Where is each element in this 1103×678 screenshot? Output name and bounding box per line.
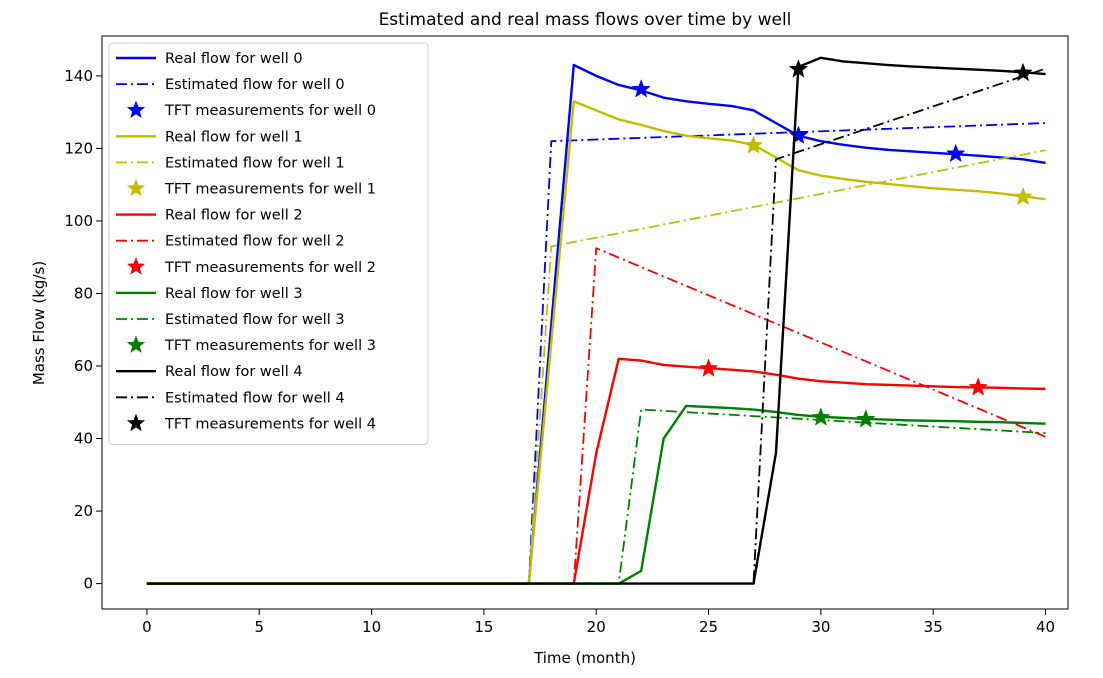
legend-marker-tft-measurements-for-well-0 [126, 100, 146, 119]
x-axis-label: Time (month) [533, 649, 636, 667]
y-axis-label: Mass Flow (kg/s) [30, 261, 48, 385]
legend-label: Real flow for well 0 [165, 51, 303, 67]
y-tick-label: 60 [74, 357, 93, 375]
y-tick-label: 80 [74, 284, 93, 302]
data-point-tft-measurements-for-well-0 [945, 143, 966, 163]
legend-label: Real flow for well 2 [165, 208, 303, 224]
y-tick-label: 0 [83, 575, 93, 593]
legend-label: TFT measurements for well 2 [164, 260, 376, 276]
x-tick-label: 10 [362, 618, 381, 636]
legend-label: Estimated flow for well 0 [165, 77, 345, 93]
data-point-tft-measurements-for-well-3 [856, 409, 876, 428]
axes-frame [101, 35, 1069, 610]
y-tick-label: 140 [64, 67, 93, 85]
y-tick-label: 120 [64, 139, 93, 157]
data-point-tft-measurements-for-well-0 [631, 79, 651, 98]
data-point-tft-measurements-for-well-2 [968, 377, 988, 396]
legend-box [108, 42, 429, 445]
x-tick-label: 0 [142, 618, 152, 636]
legend-label: Estimated flow for well 2 [165, 234, 345, 250]
legend-label: Estimated flow for well 3 [165, 312, 345, 328]
x-tick-label: 40 [1036, 618, 1055, 636]
x-tick-label: 15 [474, 618, 493, 636]
series-line-real-flow-for-well-2 [146, 357, 1046, 585]
legend-label: TFT measurements for well 0 [164, 103, 376, 119]
data-point-tft-measurements-for-well-2 [698, 358, 719, 377]
series-line-real-flow-for-well-1 [146, 100, 1046, 585]
data-point-tft-measurements-for-well-0 [788, 125, 809, 144]
data-point-tft-measurements-for-well-4 [1013, 62, 1033, 82]
legend: Real flow for well 0 Estimated flow for w… [108, 42, 429, 445]
y-tick-label: 40 [74, 430, 93, 448]
y-axis: 0 20 40 60 80 100 120 140 [64, 67, 102, 593]
x-axis: 0 5 10 15 20 25 30 35 40 [142, 609, 1055, 636]
x-tick-label: 5 [254, 618, 264, 636]
legend-label: Estimated flow for well 4 [165, 390, 345, 406]
legend-marker-tft-measurements-for-well-2 [126, 257, 146, 275]
y-tick-label: 100 [64, 212, 93, 230]
x-tick-label: 25 [699, 618, 718, 636]
plot-area [146, 56, 1046, 585]
legend-marker-tft-measurements-for-well-1 [126, 178, 146, 197]
legend-label: TFT measurements for well 4 [164, 416, 376, 432]
x-tick-label: 35 [924, 618, 943, 636]
legend-label: Real flow for well 3 [165, 286, 303, 302]
data-point-tft-measurements-for-well-1 [1013, 186, 1033, 206]
series-line-real-flow-for-well-4 [146, 56, 1046, 585]
legend-marker-tft-measurements-for-well-4 [126, 413, 146, 432]
legend-label: TFT measurements for well 3 [164, 338, 376, 354]
legend-label: TFT measurements for well 1 [164, 182, 376, 198]
series-line-estimated-flow-for-well-4 [146, 67, 1046, 585]
x-tick-label: 30 [811, 618, 830, 636]
chart-title: Estimated and real mass flows over time … [379, 10, 792, 30]
data-point-tft-measurements-for-well-3 [811, 407, 831, 426]
data-point-tft-measurements-for-well-1 [743, 135, 764, 154]
legend-label: Real flow for well 1 [165, 129, 303, 145]
data-point-tft-measurements-for-well-4 [788, 59, 809, 78]
y-tick-label: 20 [74, 502, 93, 520]
legend-marker-tft-measurements-for-well-3 [126, 335, 146, 353]
x-tick-label: 20 [587, 618, 606, 636]
legend-label: Estimated flow for well 1 [165, 155, 345, 171]
legend-label: Real flow for well 4 [165, 364, 303, 380]
